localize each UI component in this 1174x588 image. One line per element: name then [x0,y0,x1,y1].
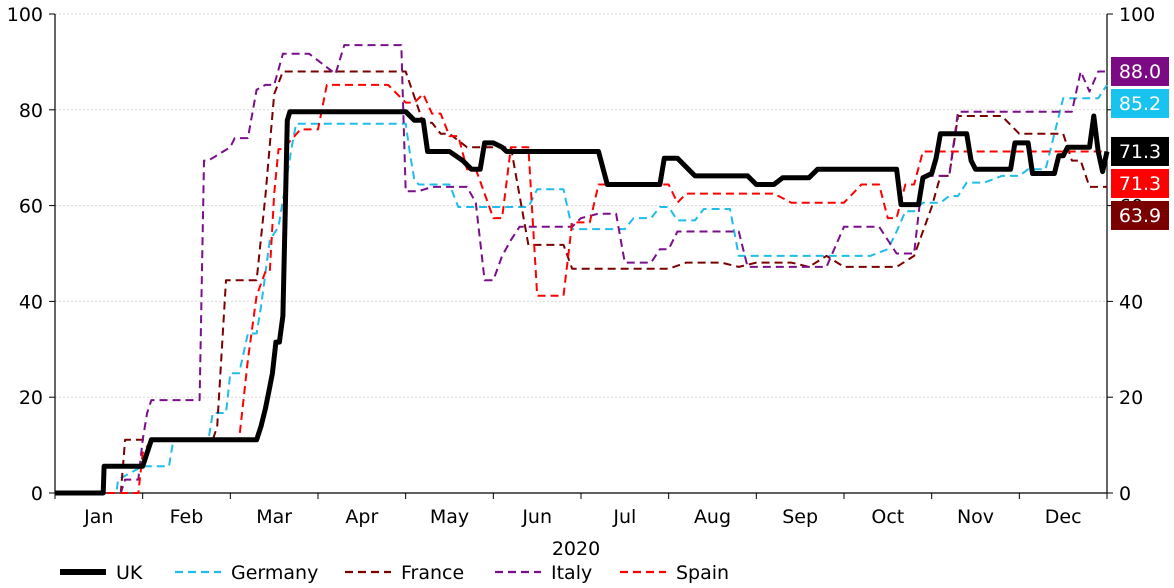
end-label-box-uk [1111,136,1169,166]
series-lines [55,44,1110,496]
x-tick-label: May [430,506,469,528]
y-tick-label-right: 20 [1119,387,1143,409]
x-tick-label: Oct [871,506,904,528]
x-tick-label: Feb [170,506,204,528]
y-tick-label-right: 40 [1119,291,1143,313]
gridlines [55,13,1107,398]
x-tick-label: Nov [957,506,994,528]
legend-label-germany: Germany [231,562,318,584]
x-tick-label: Jul [612,506,636,528]
end-label-spain: 71.3 [1119,173,1161,195]
end-label-box-italy [1111,56,1169,86]
series-line-spain [55,83,1107,494]
y-tick-label-left: 60 [19,196,43,218]
x-tick-label: Mar [256,506,292,528]
x-tick-label: Apr [345,506,378,528]
x-tick-label: Aug [694,506,731,528]
end-label-uk: 71.3 [1119,141,1161,163]
legend-label-uk: UK [116,562,143,584]
legend-label-france: France [401,562,464,584]
x-tick-label: Dec [1045,506,1082,528]
y-tick-label-left: 40 [19,291,43,313]
series-line-uk [55,109,1110,496]
end-label-box-germany [1111,88,1169,118]
end-label-box-spain [1111,168,1169,198]
end-label-france: 63.9 [1119,205,1161,227]
end-label-box-france [1111,200,1169,230]
end-label-italy: 88.0 [1119,61,1161,83]
series-line-italy [55,44,1107,494]
legend-label-spain: Spain [676,562,729,584]
x-tick-label: Jan [83,506,113,528]
series-line-france [55,70,1107,494]
y-tick-label-right: 0 [1119,483,1131,505]
x-tick-label: Jun [521,506,552,528]
axes: 002020404060608080100100JanFebMarAprMayJ… [7,4,1156,528]
y-tick-label-left: 20 [19,387,43,409]
x-axis-label: 2020 [552,538,600,560]
y-tick-label-left: 80 [19,100,43,122]
end-labels: 88.0 85.2 71.3 71.3 63.9 [1111,56,1169,230]
x-tick-label: Sep [782,506,818,528]
y-tick-label-left: 0 [31,483,43,505]
end-label-germany: 85.2 [1119,93,1161,115]
y-tick-label-right: 100 [1119,4,1155,26]
legend: UK Germany France Italy Spain [60,562,729,584]
series-line-germany [55,84,1108,494]
y-tick-label-left: 100 [7,4,43,26]
legend-label-italy: Italy [551,562,592,584]
